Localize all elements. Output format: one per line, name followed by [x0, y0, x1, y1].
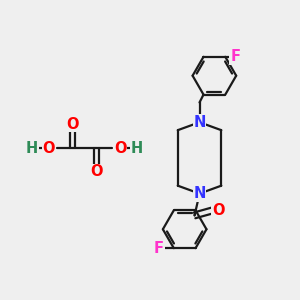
Text: F: F: [154, 241, 164, 256]
Text: O: O: [114, 140, 127, 155]
Text: O: O: [43, 140, 55, 155]
Text: O: O: [212, 203, 225, 218]
Text: H: H: [26, 140, 38, 155]
Text: N: N: [193, 115, 206, 130]
Text: O: O: [90, 164, 103, 179]
Text: N: N: [193, 186, 206, 201]
Text: O: O: [67, 117, 79, 132]
Text: H: H: [131, 140, 143, 155]
Text: F: F: [230, 49, 240, 64]
